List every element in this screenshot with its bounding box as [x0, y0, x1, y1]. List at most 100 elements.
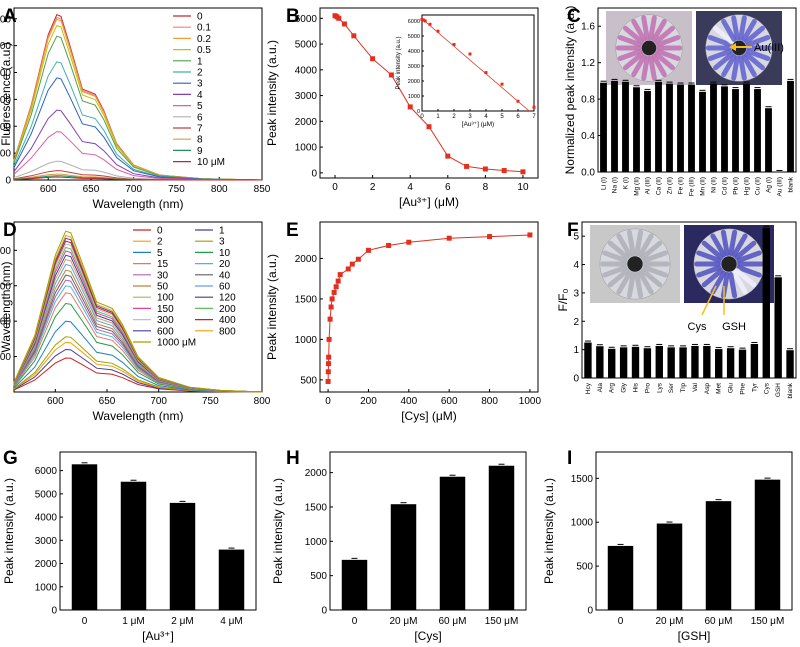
- spectrum-line: [13, 109, 263, 181]
- legend-label: 30: [157, 270, 169, 281]
- y-tick-label: 500: [310, 571, 327, 582]
- legend-label: 7: [197, 124, 203, 135]
- plate-well: [741, 54, 757, 78]
- plot-frame: [59, 451, 257, 611]
- legend-label: 6: [197, 112, 203, 123]
- x-category-label: Cd (II): [722, 177, 729, 195]
- x-category-label: Val: [692, 382, 699, 391]
- plate-well: [734, 240, 757, 260]
- data-point: [325, 369, 331, 375]
- x-category-label: 60 μM: [439, 616, 467, 627]
- bar: [584, 342, 592, 378]
- y-axis-label: Peak intensity (a.u.): [271, 478, 285, 584]
- inset-y-tick-label: 1000: [408, 94, 420, 100]
- inset-y-tick-label: 0: [417, 109, 420, 115]
- plate-well: [744, 51, 765, 71]
- bar: [679, 347, 687, 378]
- x-category-label: blank: [787, 382, 794, 398]
- y-tick-label: 3000: [0, 95, 11, 106]
- x-tick-label: 6: [445, 182, 451, 193]
- legend-label: 0.1: [197, 23, 211, 34]
- legend-label: 3: [197, 79, 203, 90]
- plate-well: [623, 51, 644, 71]
- inset-x-tick-label: 1: [436, 114, 440, 120]
- cys-annotation: Cys: [688, 321, 707, 333]
- y-tick-label: 3000: [295, 91, 318, 102]
- panel-letter: F: [567, 220, 579, 241]
- x-tick-label: 0: [325, 396, 331, 407]
- spectrum-line: [13, 230, 263, 393]
- plate-well: [617, 35, 643, 48]
- bar: [726, 348, 735, 378]
- plot-frame: [319, 221, 539, 393]
- plot-frame: [13, 221, 263, 393]
- spectrum-line: [13, 336, 263, 393]
- y-tick-label: 0: [51, 606, 57, 617]
- plate-photo: [696, 11, 782, 85]
- data-point: [445, 153, 451, 159]
- panel-letter: A: [3, 6, 17, 27]
- y-tick-label: 1500: [571, 474, 594, 485]
- y-tick-label: 2000: [0, 122, 11, 133]
- x-tick-label: 600: [47, 396, 64, 407]
- y-tick-label: 1000: [0, 317, 11, 328]
- plate-well: [616, 270, 633, 295]
- y-tick-label: 1: [573, 345, 579, 356]
- y-tick-label: 5000: [295, 40, 318, 51]
- x-category-label: Ni (II): [711, 177, 718, 193]
- plate-well: [654, 25, 675, 45]
- spectrum-line: [13, 61, 263, 181]
- legend-label: 0.5: [197, 45, 211, 56]
- plate-well: [602, 265, 628, 278]
- y-tick-label: 1000: [571, 518, 594, 529]
- x-category-label: 4 μM: [220, 616, 242, 627]
- bar: [169, 502, 196, 610]
- plate-well: [707, 48, 733, 61]
- plate-well: [707, 35, 733, 48]
- x-category-label: Cu (II): [755, 177, 762, 195]
- x-tick-label: 1000: [519, 396, 542, 407]
- plate-well: [731, 233, 748, 258]
- plate-well: [738, 55, 747, 81]
- legend-label: 15: [157, 259, 169, 270]
- plate-well: [701, 240, 724, 260]
- bar: [721, 86, 728, 172]
- panel-letter: H: [286, 448, 300, 469]
- bar: [608, 348, 616, 378]
- inset-y-label: Peak intensity (a.u.): [396, 36, 402, 89]
- x-tick-label: 650: [83, 184, 100, 195]
- inset-data-point: [484, 71, 488, 75]
- plot-frame: [13, 7, 263, 181]
- x-category-label: 0: [618, 616, 624, 627]
- data-point: [446, 235, 452, 241]
- legend: 0 1 2 3 5 10 15 20 30 40 50 60 100 120 150 200 300 400 600…: [133, 226, 236, 349]
- x-category-label: Fe (II): [678, 177, 685, 194]
- x-tick-label: 750: [202, 396, 219, 407]
- legend-label: 120: [219, 293, 236, 304]
- x-category-label: Ala: [597, 383, 604, 393]
- bar: [677, 84, 684, 172]
- plot-frame: [597, 7, 797, 173]
- x-category-label: Tyr: [751, 382, 758, 392]
- inset-data-point: [436, 29, 440, 33]
- y-tick-label: 2: [573, 317, 579, 328]
- legend-label: 1: [197, 56, 203, 67]
- bar: [774, 277, 782, 378]
- data-point: [325, 378, 331, 384]
- bar: [390, 504, 417, 610]
- x-category-label: His: [633, 382, 640, 392]
- x-tick-label: 850: [254, 184, 271, 195]
- plate-center: [721, 256, 737, 272]
- data-point: [325, 361, 331, 367]
- x-tick-label: 2: [370, 182, 376, 193]
- legend-label: 10 μM: [197, 157, 225, 168]
- x-category-label: 150 μM: [485, 616, 519, 627]
- legend-label: 60: [219, 282, 231, 293]
- plate-well: [731, 55, 740, 81]
- legend-label: 150: [157, 304, 174, 315]
- plate-well: [623, 25, 644, 45]
- plate-well: [701, 268, 724, 288]
- y-axis-label: Peak intensity (a.u.): [2, 478, 16, 584]
- data-point: [326, 336, 332, 342]
